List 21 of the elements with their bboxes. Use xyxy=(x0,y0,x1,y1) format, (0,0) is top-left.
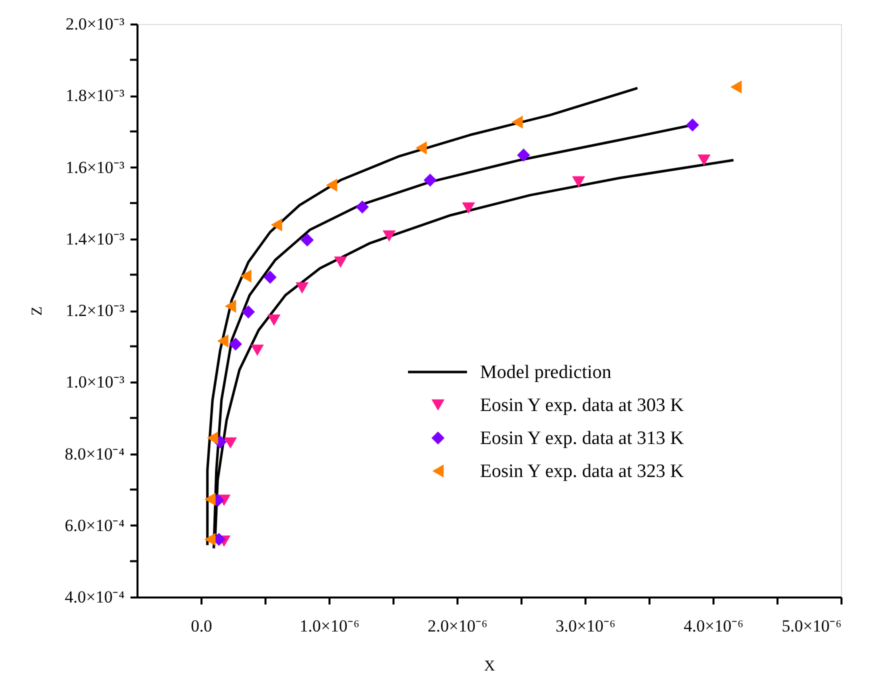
y-tick-label: 2.0×10⁻³ xyxy=(66,14,124,34)
x-tick-label: 2.0×10⁻⁶ xyxy=(428,616,488,636)
y-axis-title: Z xyxy=(30,306,46,316)
x-axis-title: X xyxy=(484,658,496,674)
y-tick-label: 1.8×10⁻³ xyxy=(66,86,124,106)
x-tick-label: 0.0 xyxy=(190,616,212,636)
y-tick-label: 1.6×10⁻³ xyxy=(66,158,124,177)
x-tick-label: 1.0×10⁻⁶ xyxy=(300,616,360,636)
y-tick-label: 1.2×10⁻³ xyxy=(66,301,124,320)
legend-label: Eosin Y exp. data at 313 K xyxy=(480,428,684,449)
y-tick-label: 4.0×10⁻⁴ xyxy=(64,588,125,606)
x-tick-label: 4.0×10⁻⁶ xyxy=(684,616,744,636)
x-tick-label: 3.0×10⁻⁶ xyxy=(556,616,616,636)
legend-label: Model prediction xyxy=(480,362,612,383)
legend-label: Eosin Y exp. data at 323 K xyxy=(480,461,684,482)
y-tick-label: 8.0×10⁻⁴ xyxy=(64,444,125,464)
y-tick-label: 1.0×10⁻³ xyxy=(66,372,124,392)
legend-label: Eosin Y exp. data at 303 K xyxy=(480,395,684,416)
x-tick-label: 5.0×10⁻⁶ xyxy=(782,616,842,636)
y-tick-label: 6.0×10⁻⁴ xyxy=(64,516,125,535)
y-tick-label: 1.4×10⁻³ xyxy=(66,229,124,248)
